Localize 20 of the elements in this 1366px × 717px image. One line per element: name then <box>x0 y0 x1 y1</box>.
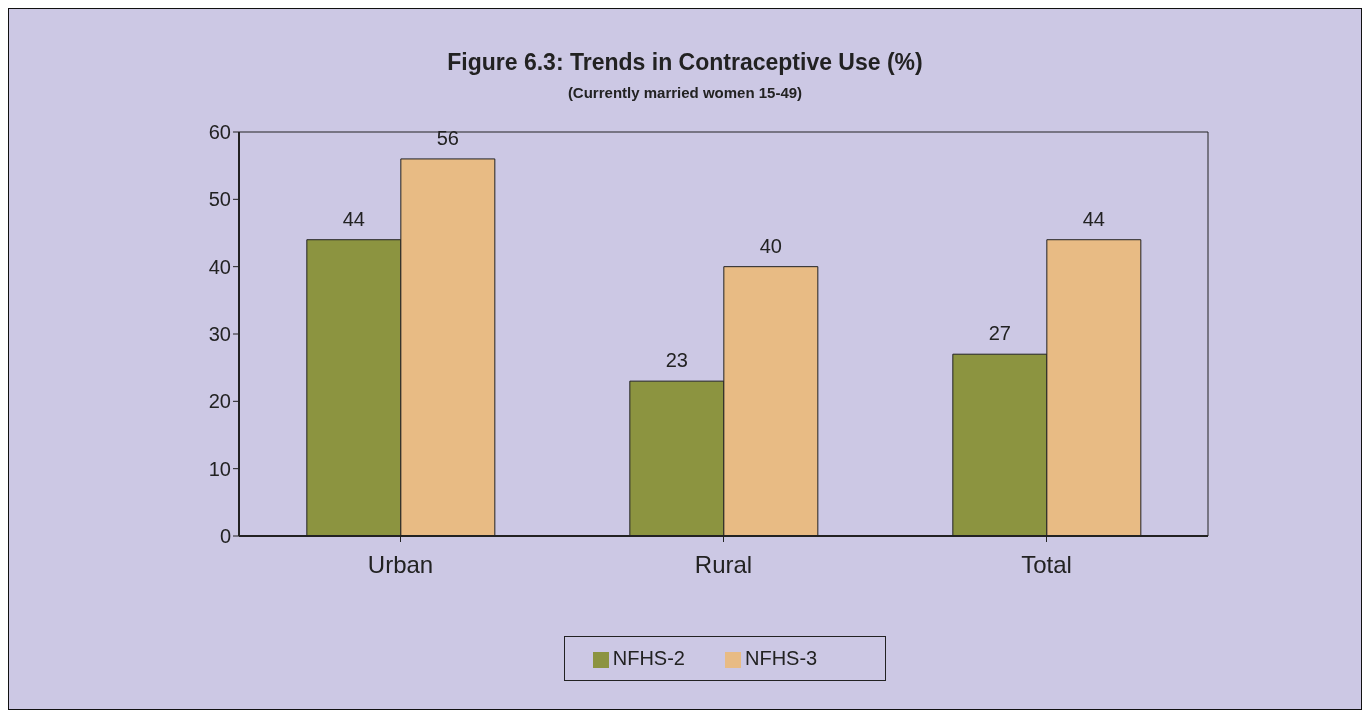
x-tick-label: Rural <box>694 551 753 579</box>
y-tick-label: 40 <box>208 255 231 278</box>
data-label: 27 <box>988 322 1011 345</box>
y-tick-label: 50 <box>208 188 231 211</box>
chart-title: Figure 6.3: Trends in Contraceptive Use (%) <box>446 48 924 76</box>
data-label: 44 <box>1082 207 1105 230</box>
chart-subtitle: (Currently married women 15-49) <box>566 84 804 101</box>
y-tick-label: 30 <box>208 323 231 346</box>
y-tick-label: 0 <box>219 525 231 548</box>
x-tick-label: Urban <box>367 551 434 579</box>
data-label: 44 <box>342 207 365 230</box>
y-tick-label: 10 <box>208 457 231 480</box>
y-tick-label: 20 <box>208 390 231 413</box>
y-tick-label: 60 <box>208 121 231 144</box>
x-tick-label: Total <box>1021 551 1072 579</box>
data-label: 56 <box>436 126 459 149</box>
legend-label: NFHS-3 <box>745 647 818 669</box>
data-label: 40 <box>759 234 782 257</box>
data-label: 23 <box>665 349 688 372</box>
legend-label: NFHS-2 <box>612 647 685 669</box>
